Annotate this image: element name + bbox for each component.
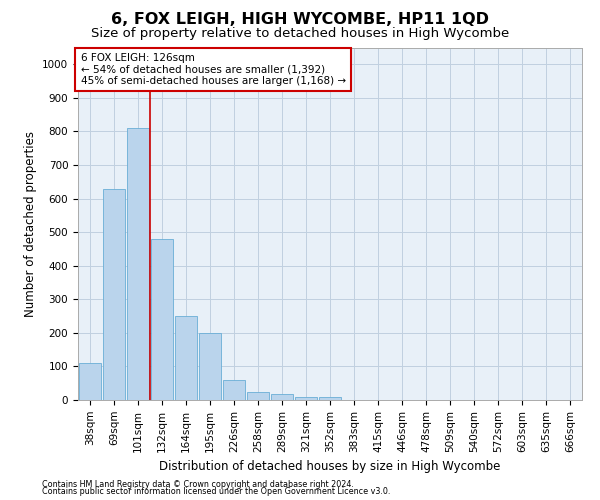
Text: 6, FOX LEIGH, HIGH WYCOMBE, HP11 1QD: 6, FOX LEIGH, HIGH WYCOMBE, HP11 1QD <box>111 12 489 28</box>
Text: 6 FOX LEIGH: 126sqm
← 54% of detached houses are smaller (1,392)
45% of semi-det: 6 FOX LEIGH: 126sqm ← 54% of detached ho… <box>80 53 346 86</box>
Text: Contains public sector information licensed under the Open Government Licence v3: Contains public sector information licen… <box>42 487 391 496</box>
Bar <box>271 394 293 400</box>
Bar <box>79 363 101 400</box>
Bar <box>319 396 341 400</box>
Bar <box>127 128 149 400</box>
Bar <box>103 188 125 400</box>
Bar <box>175 316 197 400</box>
Text: Contains HM Land Registry data © Crown copyright and database right 2024.: Contains HM Land Registry data © Crown c… <box>42 480 354 489</box>
Bar <box>295 396 317 400</box>
Bar <box>199 333 221 400</box>
Text: Size of property relative to detached houses in High Wycombe: Size of property relative to detached ho… <box>91 28 509 40</box>
Bar <box>151 239 173 400</box>
Bar <box>223 380 245 400</box>
Y-axis label: Number of detached properties: Number of detached properties <box>23 130 37 317</box>
X-axis label: Distribution of detached houses by size in High Wycombe: Distribution of detached houses by size … <box>160 460 500 473</box>
Bar <box>247 392 269 400</box>
